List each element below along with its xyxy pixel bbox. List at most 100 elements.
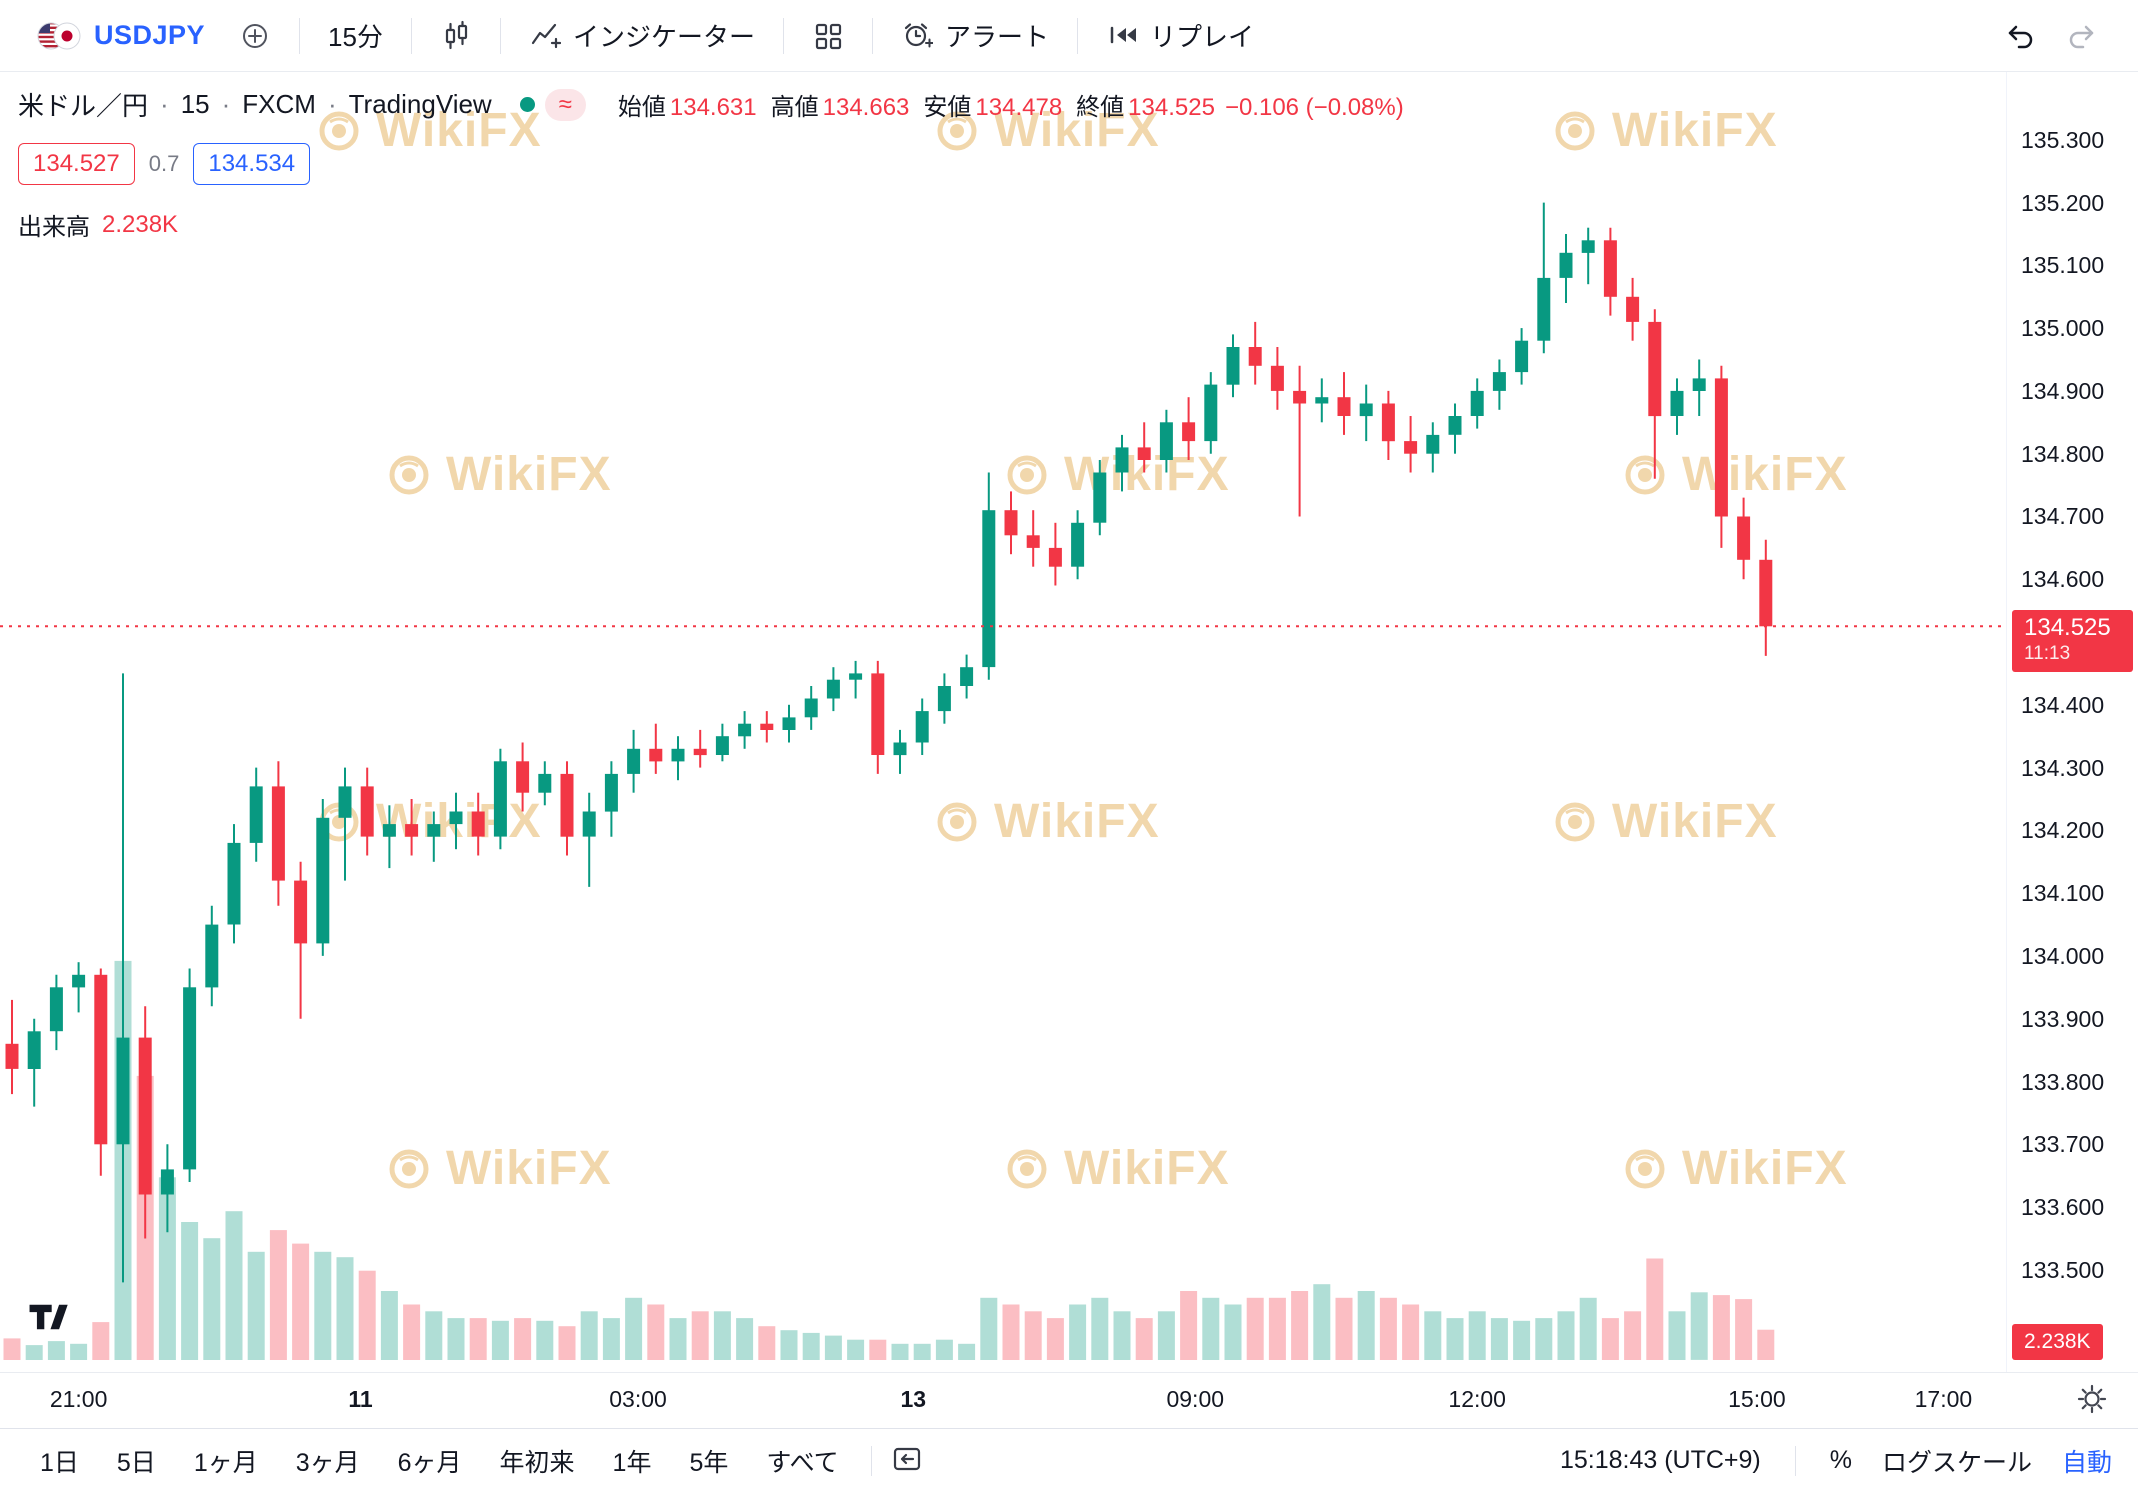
candle-body xyxy=(1270,365,1284,391)
symbol-button[interactable]: USDJPY xyxy=(22,12,219,59)
go-to-date-button[interactable] xyxy=(890,1442,924,1479)
platform-title[interactable]: TradingView xyxy=(348,89,492,119)
indicators-button[interactable]: インジケーター xyxy=(515,9,769,62)
candle-body xyxy=(1470,390,1484,416)
plus-circle-icon xyxy=(243,23,268,48)
volume-bar xyxy=(1757,1329,1775,1360)
range-button-6[interactable]: 1年 xyxy=(599,1437,666,1485)
candle-body xyxy=(1137,447,1151,460)
range-button-3[interactable]: 3ヶ月 xyxy=(282,1437,374,1485)
ohlc-readout: 始値 134.631 高値 134.663 安値 134.478 終値 134.525 … xyxy=(612,87,1404,122)
indicators-label: インジケーター xyxy=(572,22,755,52)
candle-body xyxy=(316,817,330,944)
volume-bar xyxy=(625,1297,643,1360)
time-tick: 17:00 xyxy=(1914,1386,1973,1412)
volume-bar xyxy=(1268,1297,1286,1360)
candle-body xyxy=(849,673,863,680)
candle-body xyxy=(94,974,108,1145)
volume-bar xyxy=(92,1322,110,1360)
chart-style-button[interactable] xyxy=(426,12,486,60)
range-button-5[interactable]: 年初来 xyxy=(486,1437,589,1485)
price-tick: 133.500 xyxy=(2021,1256,2105,1283)
candle-body xyxy=(227,842,241,925)
volume-bar xyxy=(447,1318,465,1360)
redo-button[interactable] xyxy=(2054,11,2116,61)
candle-body xyxy=(1226,347,1240,385)
date-range-row: 1日 5日 1ヶ月 3ヶ月 6ヶ月 年初来 1年 5年 すべて xyxy=(26,1437,853,1485)
volume-bar xyxy=(536,1320,554,1360)
volume-bar xyxy=(980,1297,998,1360)
candle-body xyxy=(1448,416,1462,435)
volume-bar xyxy=(514,1318,532,1360)
volume-bar xyxy=(1601,1318,1619,1360)
open-label: 始値 xyxy=(617,94,666,121)
market-status-dot[interactable] xyxy=(519,97,535,112)
compare-add-symbol-button[interactable] xyxy=(225,12,285,60)
replay-label: リプレイ xyxy=(1150,22,1255,52)
volume-bar xyxy=(1246,1297,1264,1360)
price-tick: 134.900 xyxy=(2021,377,2105,404)
candle-body xyxy=(1737,516,1751,560)
clock-timezone-button[interactable]: 15:18:43 (UTC+9) xyxy=(1559,1446,1761,1474)
volume-bar xyxy=(1180,1291,1198,1360)
candle-body xyxy=(1759,559,1773,627)
candle-body xyxy=(982,510,996,668)
alarm-clock-icon xyxy=(904,22,933,47)
replay-button[interactable]: リプレイ xyxy=(1092,9,1268,62)
undo-button[interactable] xyxy=(1986,11,2048,61)
volume-bar xyxy=(669,1318,687,1360)
ask-price[interactable]: 134.534 xyxy=(193,143,311,185)
candle-body xyxy=(249,786,263,843)
candle-body xyxy=(1293,390,1307,404)
candlestick-chart[interactable] xyxy=(0,72,2006,1372)
candle-body xyxy=(871,673,885,755)
interval-title[interactable]: 15 xyxy=(180,89,210,119)
volume-bar xyxy=(802,1332,820,1360)
alert-button[interactable]: アラート xyxy=(887,9,1063,62)
toolbar-divider xyxy=(782,17,784,54)
candle-body xyxy=(1048,547,1062,567)
candle-body xyxy=(338,786,352,818)
chart-pane[interactable]: WikiFX WikiFX WikiFX WikiFX WikiFX WikiFX Wiki… xyxy=(0,72,2006,1372)
candle-body xyxy=(1093,472,1107,523)
candle-body xyxy=(1204,384,1218,442)
tradingview-logo[interactable] xyxy=(26,1301,70,1338)
bid-price[interactable]: 134.527 xyxy=(18,143,135,185)
price-tick: 135.200 xyxy=(2021,189,2105,216)
range-button-7[interactable]: 5年 xyxy=(675,1437,742,1485)
candle-body xyxy=(915,711,929,743)
range-button-0[interactable]: 1日 xyxy=(26,1437,93,1485)
price-axis[interactable]: 134.525 11:13 2.238K 135.300 135.200 135.1… xyxy=(2006,72,2138,1372)
range-button-8[interactable]: すべて xyxy=(752,1437,852,1485)
symbol-title[interactable]: 米ドル／円 xyxy=(18,91,149,121)
volume-bar xyxy=(469,1318,487,1360)
log-scale-button[interactable]: ログスケール xyxy=(1882,1443,2032,1479)
time-tick: 09:00 xyxy=(1166,1386,1225,1412)
volume-bar xyxy=(1557,1311,1575,1360)
volume-bar xyxy=(1091,1297,1109,1360)
time-tick: 21:00 xyxy=(49,1386,108,1412)
candle-body xyxy=(937,686,951,712)
volume-bar xyxy=(358,1270,376,1360)
price-tick: 134.100 xyxy=(2021,880,2105,907)
volume-bar xyxy=(1735,1299,1753,1360)
candle-body xyxy=(1714,378,1728,517)
axis-settings-button[interactable] xyxy=(2074,1381,2110,1420)
candle-body xyxy=(5,1043,19,1069)
delayed-data-badge[interactable]: ≈ xyxy=(544,88,586,121)
toolbar-divider xyxy=(1077,17,1078,54)
range-button-2[interactable]: 1ヶ月 xyxy=(180,1437,272,1485)
chart-legend: 米ドル／円 · 15 · FXCM · TradingView ≈ 始値 134.… xyxy=(18,86,1404,242)
volume-bar xyxy=(203,1238,221,1360)
time-axis[interactable]: 21:00 11 03:00 13 09:00 12:00 15:00 17:00 xyxy=(0,1372,2138,1428)
layout-grid-button[interactable] xyxy=(798,12,858,60)
candle-body xyxy=(1603,240,1617,297)
candle-body xyxy=(1670,390,1684,416)
auto-scale-button[interactable]: 自動 xyxy=(2062,1443,2112,1479)
range-button-1[interactable]: 5日 xyxy=(103,1437,170,1485)
interval-button[interactable]: 15分 xyxy=(314,9,397,62)
percent-scale-button[interactable]: % xyxy=(1829,1446,1852,1474)
range-button-4[interactable]: 6ヶ月 xyxy=(384,1437,476,1485)
symbol-label: USDJPY xyxy=(94,20,206,50)
exchange-title[interactable]: FXCM xyxy=(242,89,316,119)
